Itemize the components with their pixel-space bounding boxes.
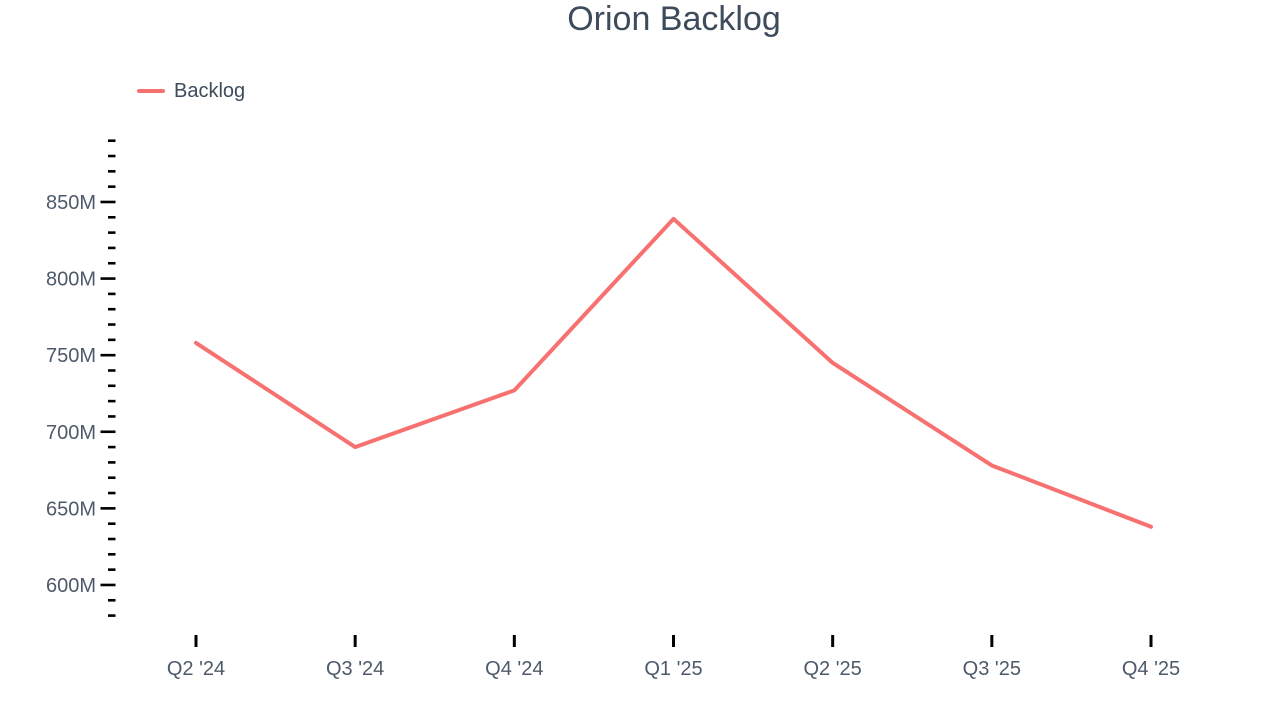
x-axis-tick-label: Q4 '25 — [1122, 658, 1180, 680]
y-axis-tick-label: 800M — [46, 269, 96, 291]
y-axis-tick-label: 750M — [46, 345, 96, 367]
y-axis-tick-label: 600M — [46, 575, 96, 597]
x-axis-tick-label: Q1 '25 — [644, 658, 702, 680]
x-axis-tick-label: Q4 '24 — [485, 658, 543, 680]
y-axis-tick-label: 650M — [46, 498, 96, 520]
x-axis-tick-label: Q2 '25 — [804, 658, 862, 680]
series-line-backlog — [194, 216, 1153, 529]
legend: Backlog — [137, 80, 245, 102]
legend-line-swatch — [137, 89, 165, 93]
x-axis-tick-label: Q3 '25 — [963, 658, 1021, 680]
y-axis-tick-label: 700M — [46, 422, 96, 444]
y-axis-tick-label: 850M — [46, 192, 96, 214]
chart-title: Orion Backlog — [567, 0, 781, 38]
x-axis-tick-label: Q2 '24 — [167, 658, 225, 680]
x-axis-tick-label: Q3 '24 — [326, 658, 384, 680]
legend-label: Backlog — [174, 80, 246, 102]
